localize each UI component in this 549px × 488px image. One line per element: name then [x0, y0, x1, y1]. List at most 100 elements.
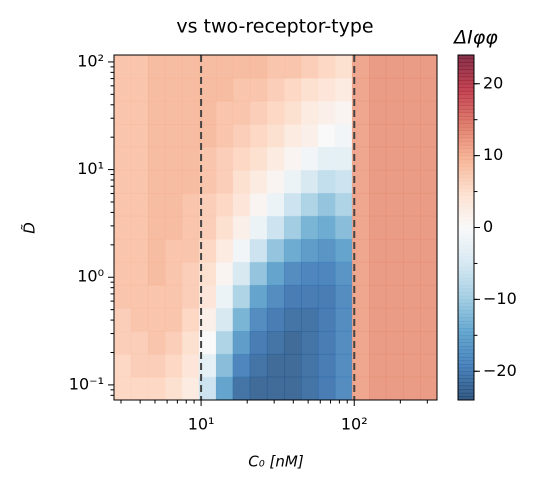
- colorbar-segment: [458, 302, 474, 308]
- heatmap-cell: [369, 353, 387, 378]
- colorbar-segment: [458, 396, 474, 401]
- heatmap-cell: [369, 100, 387, 125]
- heatmap-cell: [198, 284, 217, 309]
- heatmap-cell: [420, 169, 438, 194]
- heatmap-cell: [351, 330, 370, 355]
- heatmap-cell: [266, 100, 285, 125]
- colorbar-segment: [458, 155, 474, 160]
- heatmap-cell: [351, 376, 370, 401]
- heatmap-cell: [334, 100, 353, 125]
- heatmap-cell: [130, 55, 149, 79]
- heatmap-cell: [266, 215, 285, 240]
- heatmap-cell: [198, 169, 217, 194]
- heatmap-cell: [130, 124, 149, 148]
- heatmap-cell: [266, 124, 285, 148]
- heatmap-cell: [420, 307, 438, 332]
- heatmap-cell: [284, 238, 302, 263]
- heatmap-cell: [249, 146, 268, 171]
- heatmap-cell: [266, 261, 285, 286]
- heatmap-cell: [164, 330, 183, 355]
- heatmap-cell: [181, 238, 200, 263]
- heatmap-cell: [181, 353, 200, 378]
- heatmap-cell: [369, 55, 387, 79]
- heatmap-cell: [215, 77, 234, 102]
- heatmap-cell: [351, 215, 370, 240]
- heatmap-cell: [181, 77, 200, 102]
- heatmap-cell: [181, 330, 200, 355]
- heatmap-cell: [215, 55, 234, 79]
- colorbar-segment: [458, 227, 474, 232]
- heatmap-cell: [369, 238, 387, 263]
- heatmap-cell: [232, 353, 251, 378]
- heatmap-cell: [147, 169, 166, 194]
- heatmap-cell: [300, 261, 319, 286]
- heatmap-cell: [420, 330, 438, 355]
- heatmap-cell: [334, 192, 353, 217]
- heatmap-cell: [266, 192, 285, 217]
- colorbar-segment: [458, 195, 474, 200]
- heatmap-cell: [147, 353, 166, 378]
- colorbar-segment: [458, 55, 474, 60]
- heatmap-cell: [317, 100, 336, 125]
- heatmap-cell: [198, 192, 217, 217]
- y-tick-label: 10⁰: [77, 267, 104, 286]
- colorbar-segment: [458, 223, 474, 228]
- colorbar-segment: [458, 281, 474, 286]
- y-tick-label: 10¹: [77, 159, 104, 178]
- heatmap-cell: [147, 215, 166, 240]
- heatmap-cell: [198, 215, 217, 240]
- heatmap-cell: [249, 307, 268, 332]
- heatmap-cell: [130, 330, 149, 355]
- heatmap-cell: [130, 192, 149, 217]
- heatmap-cell: [300, 55, 319, 79]
- heatmap-cell: [249, 124, 268, 148]
- colorbar-segment: [458, 313, 474, 318]
- heatmap-cell: [402, 192, 421, 217]
- heatmap-cell: [385, 77, 404, 102]
- heatmap-cell: [232, 330, 251, 355]
- colorbar-segment: [458, 162, 474, 167]
- colorbar-segment: [458, 209, 474, 214]
- colorbar-segment: [458, 184, 474, 189]
- heatmap-cell: [420, 146, 438, 171]
- heatmap-cell: [130, 215, 149, 240]
- heatmap-cell: [181, 284, 200, 309]
- colorbar-segment: [458, 159, 474, 164]
- heatmap-cell: [369, 284, 387, 309]
- heatmap-cell: [317, 238, 336, 263]
- heatmap-cell: [317, 330, 336, 355]
- heatmap-cell: [351, 124, 370, 148]
- heatmap-cell: [369, 376, 387, 401]
- colorbar-segment: [458, 134, 474, 139]
- colorbar-segment: [458, 234, 474, 239]
- heatmap-cell: [147, 284, 166, 309]
- colorbar-segment: [458, 105, 474, 110]
- heatmap-cell: [317, 307, 336, 332]
- heatmap-cell: [385, 261, 404, 286]
- colorbar-segment: [458, 72, 474, 78]
- colorbar-segment: [458, 65, 474, 70]
- colorbar-segment: [458, 94, 474, 99]
- colorbar-segment: [458, 202, 474, 207]
- heatmap-cell: [300, 284, 319, 309]
- heatmap-cell: [147, 376, 166, 401]
- heatmap-cell: [198, 124, 217, 148]
- heatmap-cell: [334, 238, 353, 263]
- heatmap-cell: [300, 238, 319, 263]
- heatmap-cell: [369, 77, 387, 102]
- heatmap-cell: [249, 376, 268, 401]
- colorbar-segment: [458, 249, 474, 254]
- heatmap-cell: [300, 77, 319, 102]
- colorbar-segment: [458, 62, 474, 67]
- heatmap-cell: [249, 169, 268, 194]
- heatmap-cell: [147, 77, 166, 102]
- heatmap-cell: [249, 353, 268, 378]
- heatmap-cell: [334, 284, 353, 309]
- heatmap-cell: [164, 261, 183, 286]
- heatmap-cell: [402, 353, 421, 378]
- heatmap-cell: [130, 307, 149, 332]
- heatmap-cell: [114, 307, 132, 332]
- heatmap-cell: [114, 330, 132, 355]
- heatmap-cell: [232, 307, 251, 332]
- heatmap-cell: [266, 55, 285, 79]
